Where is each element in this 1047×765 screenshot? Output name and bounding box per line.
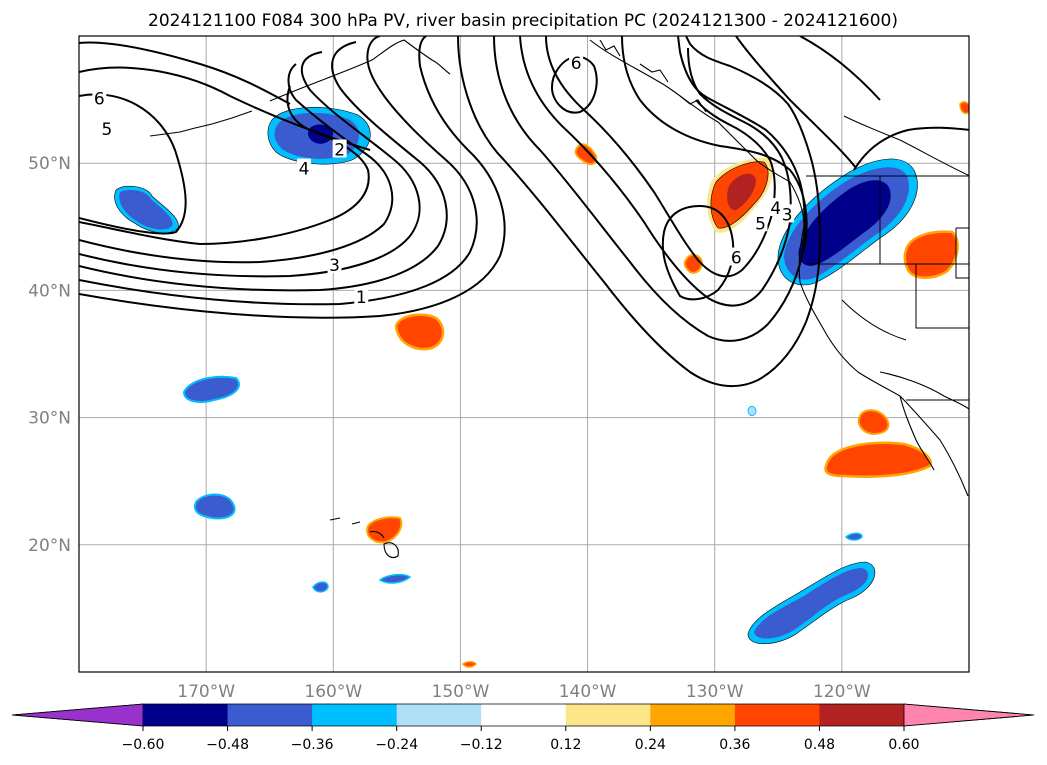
contour-label-bg-3	[332, 139, 347, 158]
pos-anomaly-baja	[857, 409, 890, 436]
neg-anomaly-aleutian	[267, 107, 371, 165]
contour-label-6: 6	[571, 54, 582, 74]
contour-label-bg-6	[569, 52, 584, 71]
neg-anomaly-small-4	[312, 581, 329, 593]
latitude-labels: 50°N 40°N 30°N 20°N	[28, 154, 71, 556]
colorbar-tick-label-4: −0.12	[460, 737, 503, 753]
colorbar-tick-label-6: 0.24	[635, 737, 666, 753]
pos-anomaly-canada-east	[959, 101, 969, 115]
neg-anomaly-small-5	[844, 532, 863, 541]
map-background	[79, 36, 969, 672]
longitude-labels: 170°W 160°W 150°W 140°W 130°W 120°W	[177, 682, 871, 702]
colorbar-bin-7	[734, 704, 820, 726]
colorbar-bin-2	[312, 704, 398, 726]
contour-label-0: 6	[94, 90, 105, 110]
colorbar-bin-5	[565, 704, 651, 726]
lon-tick-label-5: 120°W	[813, 682, 871, 702]
colorbar-bin-6	[650, 704, 736, 726]
lon-tick-label-0: 170°W	[177, 682, 235, 702]
neg-anomaly-small-6	[747, 405, 757, 417]
political-borders	[806, 115, 969, 401]
contour-label-bg-4	[327, 255, 342, 274]
colorbar-bin-0	[143, 704, 229, 726]
pos-anomaly-central-pacific	[394, 313, 445, 351]
lat-tick-label-1: 40°N	[28, 281, 71, 301]
lat-tick-label-2: 30°N	[28, 409, 71, 429]
colorbar-over-arrow	[903, 703, 1035, 727]
colorbar-bin-8	[819, 704, 905, 726]
neg-anomaly-small-3	[378, 573, 412, 584]
lon-tick-label-4: 130°W	[686, 682, 744, 702]
pv-contours	[79, 36, 969, 388]
contour-label-3: 2	[334, 140, 345, 160]
contour-label-8: 5	[755, 214, 766, 234]
contour-label-bg-5	[354, 287, 369, 306]
contour-label-bg-0	[92, 88, 107, 107]
colorbar-tick-label-3: −0.24	[375, 737, 418, 753]
pos-anomaly-offshore-small	[683, 254, 704, 274]
colorbar-bin-1	[227, 704, 313, 726]
pos-anomaly-socal-offshore	[824, 441, 932, 478]
neg-anomaly-small-1	[182, 375, 241, 403]
lat-tick-label-3: 20°N	[28, 536, 71, 556]
contour-label-4: 3	[329, 256, 340, 276]
colorbar-bin-4	[481, 704, 567, 726]
pos-anomaly-hawaii	[366, 516, 403, 544]
contour-label-5: 1	[356, 288, 367, 308]
colorbar-bin-3	[396, 704, 482, 726]
contour-label-10: 3	[782, 205, 793, 225]
colorbar-tick-label-1: −0.48	[206, 737, 249, 753]
colorbar-tick-label-2: −0.36	[291, 737, 334, 753]
neg-anomaly-subtropical	[747, 561, 876, 645]
coastlines	[149, 39, 969, 559]
pos-anomaly-intermountain	[903, 230, 959, 279]
neg-anomaly-small-2	[194, 493, 236, 520]
contour-label-1: 5	[102, 120, 113, 140]
pos-anomaly-south-small	[461, 661, 477, 668]
map-frame	[78, 35, 970, 673]
contour-label-2: 4	[299, 160, 310, 180]
pos-anomaly-pacific-northwest	[707, 157, 773, 233]
colorbar-tick-label-9: 0.60	[888, 737, 919, 753]
contour-label-bg-2	[297, 158, 312, 177]
contour-label-bg-1	[99, 119, 114, 138]
contour-label-bg-8	[753, 213, 768, 232]
lon-tick-label-3: 140°W	[559, 682, 617, 702]
colorbar-tick-label-7: 0.36	[719, 737, 750, 753]
lon-tick-label-2: 150°W	[432, 682, 490, 702]
colorbar-tick-label-8: 0.48	[804, 737, 835, 753]
contour-label-7: 6	[731, 249, 742, 269]
chart-title: 2024121100 F084 300 hPa PV, river basin …	[148, 11, 898, 31]
colorbar: −0.60 −0.48 −0.36 −0.24 −0.12 0.12 0.24 0.36 0.4…	[11, 703, 1035, 753]
contour-label-bg-9	[768, 197, 783, 216]
lat-tick-label-0: 50°N	[28, 154, 71, 174]
pos-anomaly-coastal-small	[574, 143, 598, 166]
neg-anomaly-pacific-northwest	[777, 158, 918, 286]
contour-label-bg-7	[729, 247, 744, 266]
colorbar-tick-label-0: −0.60	[122, 737, 165, 753]
contour-label-bg-10	[780, 204, 795, 223]
contour-label-9: 4	[770, 199, 781, 219]
lon-tick-label-1: 160°W	[304, 682, 362, 702]
colorbar-under-arrow	[11, 703, 144, 727]
colorbar-tick-label-5: 0.12	[550, 737, 581, 753]
